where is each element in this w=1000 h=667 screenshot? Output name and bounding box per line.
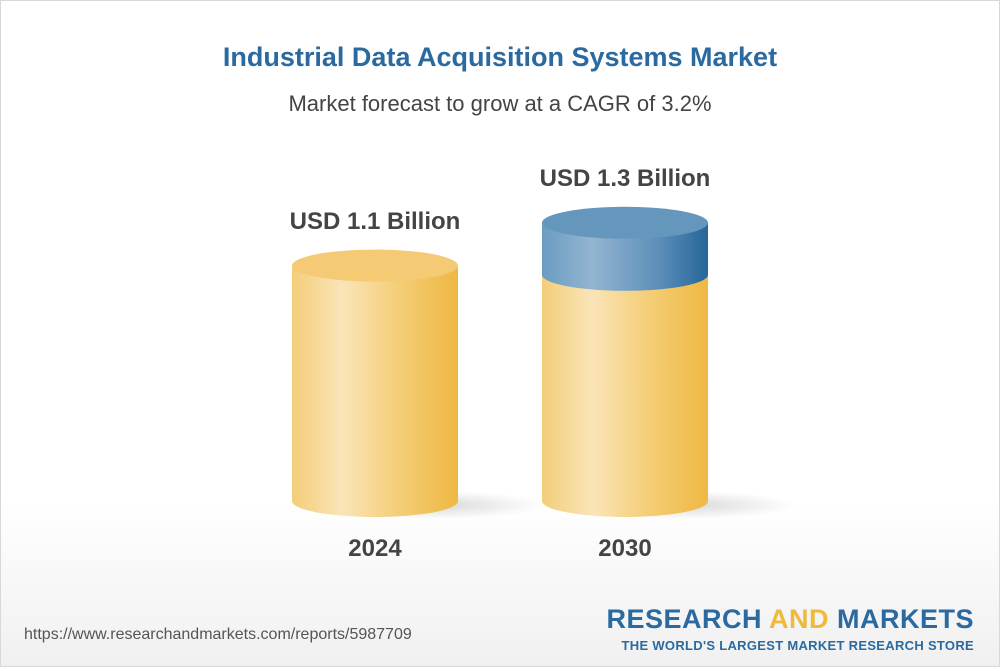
growth-segment-2030 [542, 222, 708, 291]
bar-2024 [292, 265, 458, 517]
chart-subtitle: Market forecast to grow at a CAGR of 3.2… [288, 91, 712, 116]
logo-tagline: THE WORLD'S LARGEST MARKET RESEARCH STOR… [621, 638, 974, 653]
x-tick-2030: 2030 [598, 535, 652, 562]
chart-title: Industrial Data Acquisition Systems Mark… [222, 42, 778, 72]
data-label-2030: USD 1.3 Billion [539, 164, 711, 192]
data-label-2024: USD 1.1 Billion [289, 207, 461, 235]
bar-top-2024 [292, 249, 458, 282]
bar-top-2030 [542, 206, 708, 239]
bar-2030 [542, 222, 708, 517]
source-url[interactable]: https://www.researchandmarkets.com/repor… [24, 626, 412, 643]
logo: RESEARCH AND MARKETS [606, 604, 974, 634]
x-tick-2024: 2024 [348, 535, 402, 562]
